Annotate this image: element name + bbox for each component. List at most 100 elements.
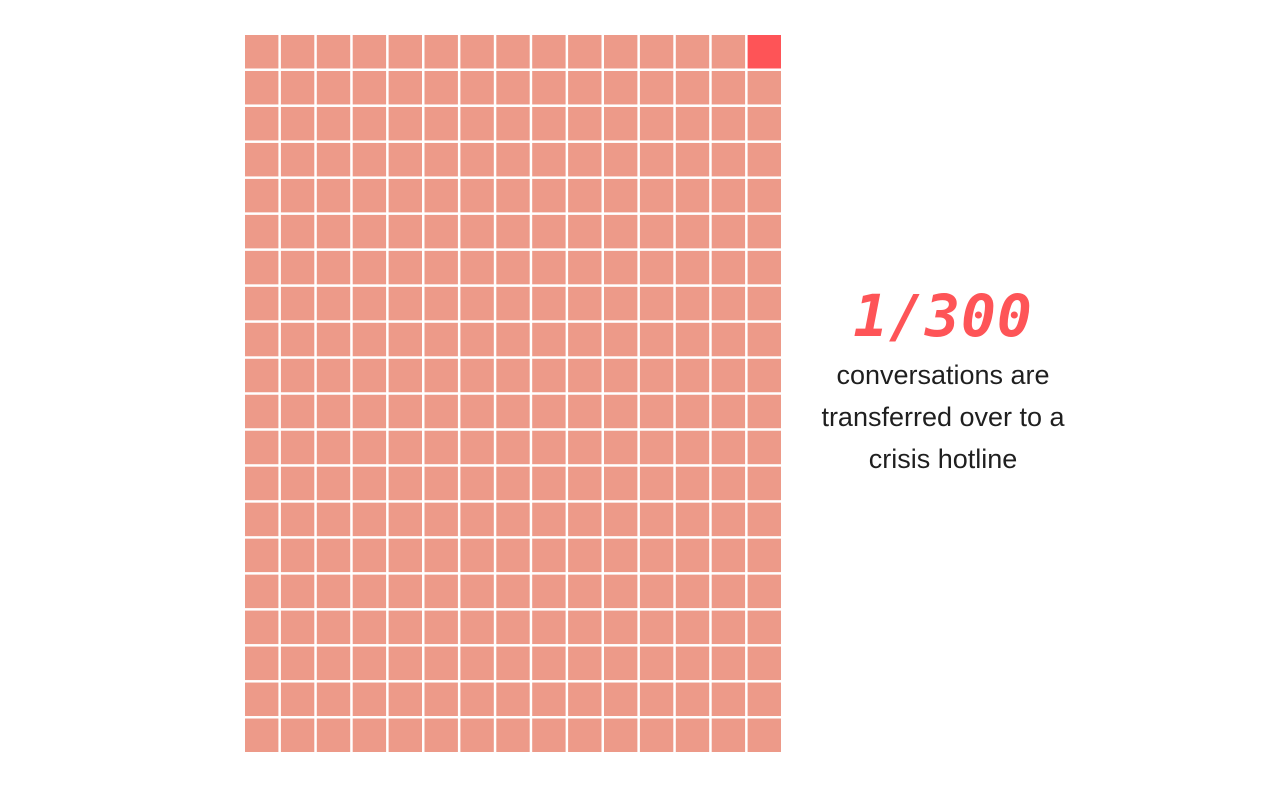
waffle-cell	[532, 214, 566, 249]
waffle-cell	[532, 682, 566, 717]
waffle-cell	[711, 35, 746, 69]
waffle-cell	[316, 322, 351, 357]
waffle-cell	[316, 214, 351, 249]
waffle-cell	[460, 394, 494, 429]
waffle-cell	[568, 178, 602, 213]
waffle-cell	[460, 106, 494, 141]
waffle-cell	[316, 610, 351, 645]
waffle-cell	[424, 430, 458, 465]
waffle-cell	[316, 35, 351, 69]
waffle-cell	[711, 466, 746, 501]
waffle-cell	[675, 178, 710, 213]
waffle-cell	[639, 35, 674, 69]
waffle-cell	[388, 35, 422, 69]
waffle-cell	[316, 286, 351, 321]
waffle-cell	[675, 538, 710, 573]
waffle-cell	[460, 142, 494, 177]
waffle-cell	[424, 718, 458, 752]
waffle-cell	[711, 358, 746, 393]
waffle-cell	[245, 178, 279, 213]
waffle-cell	[388, 394, 422, 429]
waffle-cell	[711, 682, 746, 717]
waffle-cell	[352, 430, 387, 465]
waffle-cell	[424, 106, 458, 141]
waffle-cell	[352, 106, 387, 141]
waffle-cell	[675, 718, 710, 752]
waffle-cell	[639, 322, 674, 357]
waffle-cell	[639, 538, 674, 573]
waffle-cell	[675, 502, 710, 537]
waffle-cell	[675, 142, 710, 177]
waffle-cell	[747, 610, 781, 645]
waffle-cell	[496, 682, 530, 717]
waffle-cell	[711, 646, 746, 681]
waffle-cell	[604, 250, 638, 285]
waffle-cell	[675, 106, 710, 141]
waffle-cell	[568, 538, 602, 573]
waffle-cell	[316, 574, 351, 609]
stat-caption: conversations are transferred over to a …	[821, 360, 1065, 474]
waffle-cell	[568, 502, 602, 537]
waffle-cell	[747, 70, 781, 105]
waffle-cell	[604, 178, 638, 213]
waffle-cell	[711, 214, 746, 249]
waffle-cell	[424, 682, 458, 717]
waffle-cell	[675, 70, 710, 105]
waffle-cell	[639, 682, 674, 717]
waffle-cell	[424, 178, 458, 213]
waffle-cell	[496, 106, 530, 141]
waffle-cell	[460, 286, 494, 321]
waffle-cell	[604, 142, 638, 177]
waffle-cell	[747, 574, 781, 609]
waffle-cell	[639, 502, 674, 537]
waffle-cell	[711, 142, 746, 177]
waffle-cell	[280, 358, 315, 393]
waffle-cell	[711, 250, 746, 285]
waffle-cell	[245, 35, 279, 69]
waffle-cell	[280, 574, 315, 609]
waffle-cell	[711, 70, 746, 105]
waffle-cell	[604, 286, 638, 321]
waffle-cell	[532, 322, 566, 357]
waffle-cell	[496, 538, 530, 573]
waffle-cell	[532, 538, 566, 573]
waffle-cell	[424, 35, 458, 69]
waffle-cell	[460, 574, 494, 609]
waffle-cell	[352, 718, 387, 752]
waffle-cell	[496, 646, 530, 681]
waffle-cell	[245, 106, 279, 141]
waffle-cell	[639, 646, 674, 681]
waffle-cell	[280, 286, 315, 321]
waffle-cell	[747, 286, 781, 321]
waffle-cell	[568, 322, 602, 357]
waffle-cell	[711, 538, 746, 573]
waffle-cell	[532, 574, 566, 609]
waffle-cell	[675, 574, 710, 609]
waffle-cell	[280, 718, 315, 752]
waffle-cell	[388, 682, 422, 717]
waffle-cell	[532, 250, 566, 285]
waffle-cell	[388, 358, 422, 393]
waffle-cell	[460, 178, 494, 213]
waffle-cell	[604, 35, 638, 69]
waffle-cell	[388, 718, 422, 752]
waffle-cell	[280, 70, 315, 105]
waffle-cell	[280, 322, 315, 357]
waffle-cell	[639, 106, 674, 141]
waffle-cell	[639, 358, 674, 393]
waffle-cell	[460, 718, 494, 752]
waffle-cell	[747, 358, 781, 393]
waffle-cell	[496, 394, 530, 429]
waffle-cell	[639, 466, 674, 501]
waffle-cell	[352, 250, 387, 285]
waffle-cell	[568, 286, 602, 321]
waffle-cell	[316, 106, 351, 141]
waffle-cell	[675, 682, 710, 717]
waffle-cell	[532, 106, 566, 141]
waffle-cell	[280, 35, 315, 69]
waffle-cell	[747, 250, 781, 285]
waffle-cell	[460, 70, 494, 105]
waffle-cell	[316, 250, 351, 285]
waffle-cell	[245, 466, 279, 501]
waffle-cell	[675, 214, 710, 249]
